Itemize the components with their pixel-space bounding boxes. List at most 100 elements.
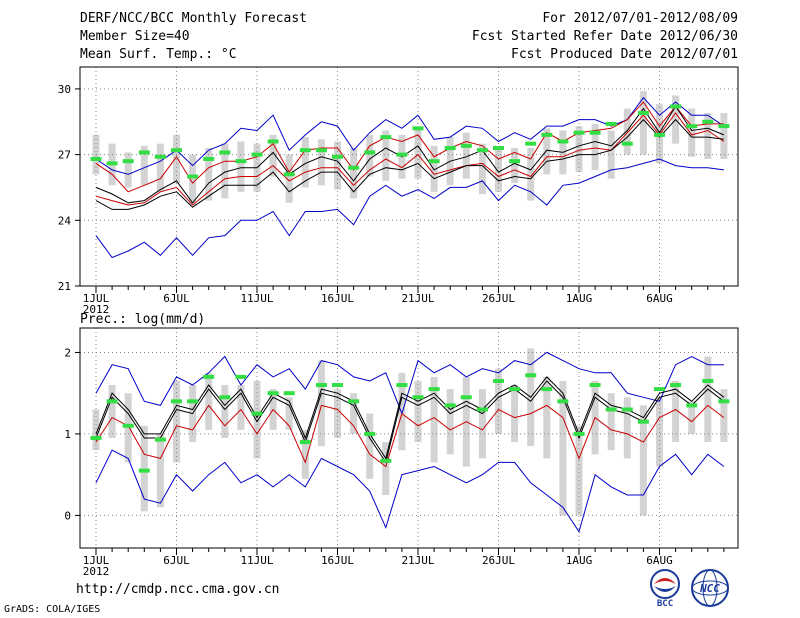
observation-marker	[171, 148, 182, 153]
x-tick-label: 16JUL	[321, 554, 354, 567]
series-line-min	[95, 158, 724, 259]
x-tick-label: 1JUL	[83, 554, 110, 567]
observation-marker	[380, 458, 392, 463]
observation-marker	[541, 132, 553, 137]
observation-marker	[380, 135, 392, 140]
observation-marker	[637, 110, 649, 115]
member-size: Member Size=40	[80, 29, 190, 44]
source-url[interactable]: http://cmdp.ncc.cma.gov.cn	[76, 582, 280, 597]
observation-marker	[90, 436, 102, 440]
observation-marker	[509, 159, 521, 164]
observation-marker	[396, 152, 408, 157]
spread-box	[511, 385, 519, 443]
observation-marker	[702, 119, 714, 124]
spread-box	[173, 380, 180, 463]
y-tick-label: 27	[58, 149, 71, 162]
spread-box	[672, 380, 680, 443]
observation-marker	[412, 126, 424, 131]
bcc-logo: BCC	[650, 569, 680, 608]
series-line-mean	[95, 376, 725, 460]
x-tick-label: 1AUG	[566, 554, 593, 567]
x-tick-label: 11JUL	[240, 554, 273, 567]
spread-box	[237, 385, 245, 430]
observation-marker	[444, 146, 456, 151]
observation-marker	[718, 399, 730, 404]
observation-marker	[235, 159, 247, 164]
observation-marker	[412, 395, 424, 400]
spread-box	[688, 108, 696, 157]
spread-box	[366, 134, 374, 177]
spread-box	[140, 145, 148, 186]
spread-box	[350, 148, 358, 199]
spread-box	[462, 132, 470, 179]
observation-marker	[219, 150, 231, 155]
observation-marker	[621, 141, 633, 146]
observation-marker	[154, 437, 166, 442]
spread-box	[430, 376, 438, 463]
spread-box	[237, 141, 245, 192]
observation-marker	[428, 387, 440, 392]
y-tick-label: 30	[58, 83, 71, 96]
observation-marker	[187, 399, 199, 404]
spread-box	[269, 134, 277, 177]
spread-box	[639, 91, 647, 155]
observation-marker	[718, 124, 730, 129]
observation-marker	[702, 378, 714, 383]
observation-marker	[686, 403, 698, 408]
spread-box	[607, 393, 615, 451]
x-tick-label: 11JUL	[240, 292, 273, 305]
observation-marker	[364, 150, 376, 155]
forecast-start-date: Fcst Started Refer Date 2012/06/30	[471, 29, 738, 44]
observation-marker	[219, 395, 231, 400]
observation-marker	[589, 130, 601, 135]
x-tick-label: 26JUL	[482, 554, 515, 567]
spread-box	[92, 409, 100, 451]
spread-box	[446, 389, 454, 455]
spread-box	[366, 413, 374, 479]
observation-marker	[573, 431, 585, 436]
series-line-min	[95, 449, 725, 533]
forecast-period: For 2012/07/01-2012/08/09	[542, 11, 738, 26]
observation-marker	[283, 172, 295, 177]
series-line-mean	[95, 105, 725, 204]
spread-box	[704, 112, 712, 159]
spread-box	[720, 112, 728, 159]
observation-marker	[187, 174, 199, 179]
series-line-lower	[95, 118, 724, 210]
observation-marker	[90, 156, 102, 161]
spread-box	[173, 134, 180, 184]
observation-marker	[621, 407, 633, 412]
observation-marker	[332, 154, 343, 159]
spread-box	[639, 405, 647, 516]
spread-box	[334, 389, 341, 438]
observation-marker	[251, 152, 263, 157]
forecast-produced-date: Fcst Produced Date 2012/07/01	[511, 47, 738, 62]
x-year-label: 2012	[83, 303, 110, 316]
spread-box	[108, 385, 116, 438]
spread-box	[543, 376, 551, 459]
spread-box	[382, 442, 390, 496]
ncc-logo: NCC	[691, 569, 729, 607]
spread-box	[301, 137, 309, 188]
spread-box	[124, 393, 132, 463]
observation-marker	[670, 104, 682, 109]
spread-box	[382, 130, 390, 181]
spread-box	[140, 425, 148, 512]
x-year-label: 2012	[83, 565, 110, 578]
spread-box	[350, 393, 358, 434]
observation-marker	[203, 156, 215, 161]
series-line-max	[95, 351, 724, 416]
observation-marker	[686, 124, 698, 129]
spread-box	[156, 143, 164, 192]
spread-box	[221, 385, 229, 438]
observation-marker	[541, 387, 553, 392]
observation-marker	[637, 419, 649, 424]
observation-marker	[589, 383, 601, 388]
spread-box	[430, 145, 438, 192]
x-tick-label: 1AUG	[566, 292, 593, 305]
spread-box	[495, 368, 502, 434]
observation-marker	[557, 399, 569, 404]
temperature-panel: 21 24 27 30 1JUL 6JUL 11JUL 16JUL 21JUL 26JUL 1AUG…	[58, 66, 739, 316]
